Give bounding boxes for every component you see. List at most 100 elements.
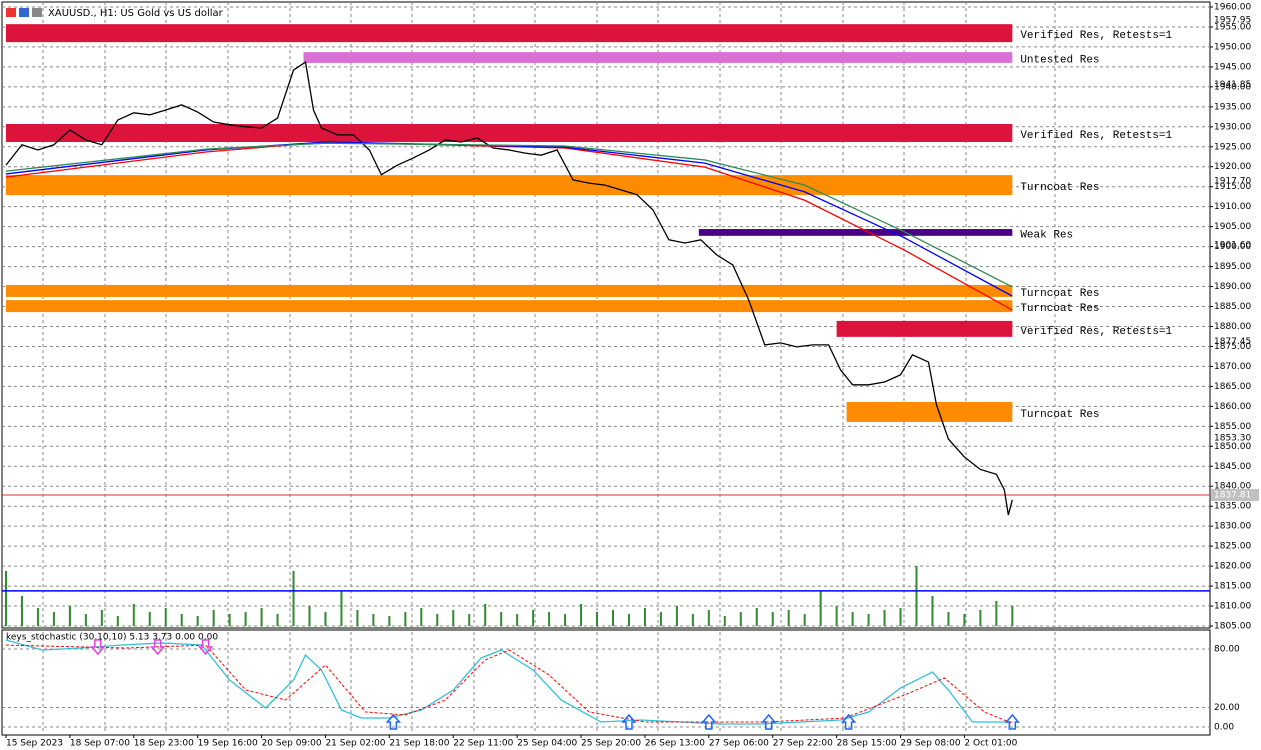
y-tick-label: 1810.00 — [1214, 602, 1251, 612]
x-tick-label: 21 Sep 02:00 — [325, 739, 385, 749]
volume-bar — [995, 601, 998, 626]
zone-label: Verified Res, Retests=1 — [1020, 326, 1172, 338]
volume-bar — [819, 591, 822, 626]
volume-bar — [643, 608, 646, 626]
y-tick-label: 1865.00 — [1214, 382, 1251, 392]
y-tick-label: 1940.00 — [1214, 82, 1251, 92]
volume-bar — [532, 610, 535, 626]
volume-bar — [340, 591, 343, 626]
chart-title: XAUUSD., H1: US Gold vs US dollar — [48, 8, 224, 19]
buy-arrow — [385, 713, 401, 730]
indicator-title: keys_stochastic (30,10,10) 5.13 3.73 0.0… — [6, 633, 218, 643]
volume-bar — [548, 612, 551, 626]
volume-bar — [739, 612, 742, 626]
y-tick-label: 1825.00 — [1214, 542, 1251, 552]
x-tick-label: 26 Sep 13:00 — [645, 739, 705, 749]
current-price-box — [1211, 488, 1259, 501]
y-tick-label: 1805.00 — [1214, 622, 1251, 632]
volume-bar — [611, 610, 614, 626]
sell-arrow — [150, 639, 166, 656]
zone — [5, 124, 1013, 142]
y-tick-label: 1935.00 — [1214, 102, 1251, 112]
volume-bar — [36, 608, 39, 626]
x-tick-label: 15 Sep 2023 — [6, 739, 63, 749]
volume-bar — [771, 612, 774, 626]
zone-label: Turncoat Res — [1020, 182, 1099, 194]
volume-bar — [723, 616, 726, 626]
zone-label: Untested Res — [1020, 54, 1099, 66]
volume-bar — [851, 612, 854, 626]
x-tick-label: 25 Sep 04:00 — [517, 739, 577, 749]
volume-bar — [867, 614, 870, 626]
zone-label: Turncoat Res — [1020, 303, 1099, 315]
volume-bar — [196, 616, 199, 626]
current-price-label: 1837.81 — [1214, 490, 1251, 500]
volume-bar — [372, 614, 375, 626]
zone-label: Verified Res, Retests=1 — [1020, 30, 1172, 42]
icon — [32, 8, 42, 17]
buy-arrow — [621, 713, 637, 730]
y-tick-label: 1920.00 — [1214, 162, 1251, 172]
sell-arrow — [198, 639, 214, 656]
zone — [836, 320, 1013, 337]
volume-bar — [420, 608, 423, 626]
volume-bar — [596, 612, 599, 626]
volume-bar — [148, 612, 151, 626]
y-tick-label: 1915.00 — [1214, 182, 1251, 192]
volume-bar — [500, 612, 503, 626]
buy-arrow — [761, 713, 777, 730]
volume-bar — [1011, 606, 1014, 626]
y-tick-label: 1845.00 — [1214, 462, 1251, 472]
volume-bar — [132, 604, 135, 626]
y-tick-label: 1815.00 — [1214, 582, 1251, 592]
series-line — [5, 142, 1013, 288]
x-tick-label: 29 Sep 08:00 — [901, 739, 961, 749]
y-tick-label: 1955.00 — [1214, 22, 1251, 32]
volume-bar — [468, 614, 471, 626]
x-tick-label: 27 Sep 22:00 — [773, 739, 833, 749]
y-tick-label: 1930.00 — [1214, 122, 1251, 132]
zone — [5, 284, 1013, 297]
zone — [846, 401, 1013, 422]
volume-bar — [484, 604, 487, 626]
y-tick-label: 1895.00 — [1214, 262, 1251, 272]
series-line — [5, 61, 1013, 516]
y-tick-label: 1910.00 — [1214, 202, 1251, 212]
y-tick-label: 1840.00 — [1214, 482, 1251, 492]
volume-bar — [787, 610, 790, 626]
volume-bar — [564, 614, 567, 626]
volume-bar — [260, 608, 263, 626]
series-line — [5, 639, 1013, 725]
series-line — [5, 644, 1013, 724]
zone-label: Turncoat Res — [1020, 409, 1099, 421]
volume-bar — [52, 612, 55, 626]
volume-bar — [755, 608, 758, 626]
price-label: 1941.85 — [1214, 80, 1251, 90]
y-tick-label: 1875.00 — [1214, 342, 1251, 352]
volume-bar — [883, 610, 886, 626]
volume-bar — [68, 606, 71, 626]
y-tick-label: 1925.00 — [1214, 142, 1251, 152]
y-tick-label: 1890.00 — [1214, 282, 1251, 292]
y-tick-label: 1830.00 — [1214, 522, 1251, 532]
y-tick-label: 1900.00 — [1214, 242, 1251, 252]
volume-bar — [244, 612, 247, 626]
zone-label: Turncoat Res — [1020, 288, 1099, 300]
y-tick-label: 1850.00 — [1214, 442, 1251, 452]
y-tick-label: 1880.00 — [1214, 322, 1251, 332]
volume-bar — [707, 610, 710, 626]
price-label: 1901.60 — [1214, 241, 1251, 251]
y-tick-label: 1820.00 — [1214, 562, 1251, 572]
volume-bar — [979, 610, 982, 626]
volume-bar — [675, 606, 678, 626]
volume-bar — [452, 610, 455, 626]
zone — [5, 24, 1013, 43]
volume-bar — [627, 614, 630, 626]
volume-bar — [915, 566, 918, 626]
volume-bar — [356, 610, 359, 626]
y-tick-label: 80.00 — [1214, 645, 1240, 655]
volume-bar — [436, 614, 439, 626]
sell-arrow — [90, 639, 106, 656]
zone — [5, 175, 1013, 196]
